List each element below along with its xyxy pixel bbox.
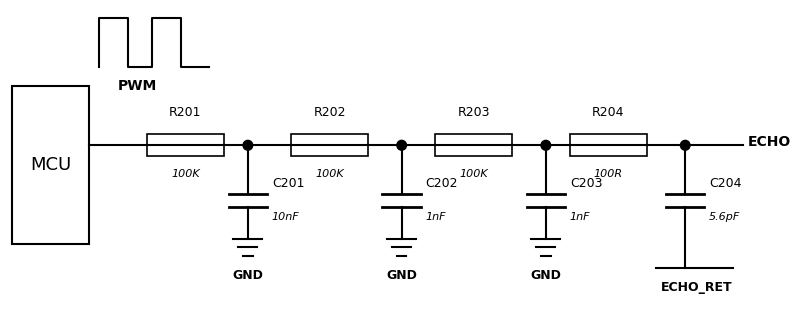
Text: 100K: 100K: [315, 169, 344, 179]
Text: 100R: 100R: [594, 169, 623, 179]
Text: GND: GND: [232, 269, 263, 282]
Circle shape: [681, 141, 690, 150]
Text: R201: R201: [169, 106, 202, 120]
Text: 5.6pF: 5.6pF: [709, 212, 741, 222]
Text: ECHO_RET: ECHO_RET: [662, 281, 733, 294]
Text: R203: R203: [457, 106, 490, 120]
Text: 100K: 100K: [171, 169, 200, 179]
Bar: [435, 134, 512, 156]
Text: 10nF: 10nF: [272, 212, 299, 222]
Text: C204: C204: [709, 176, 742, 190]
Text: 1nF: 1nF: [570, 212, 591, 222]
Bar: [13, 86, 89, 244]
Bar: [291, 134, 368, 156]
Text: C201: C201: [272, 176, 304, 190]
Text: C203: C203: [570, 176, 602, 190]
Text: GND: GND: [531, 269, 561, 282]
Bar: [147, 134, 224, 156]
Text: 100K: 100K: [460, 169, 488, 179]
Circle shape: [397, 141, 406, 150]
Text: PWM: PWM: [118, 79, 157, 93]
Text: 1nF: 1nF: [425, 212, 446, 222]
Circle shape: [243, 141, 253, 150]
Circle shape: [541, 141, 551, 150]
Text: ECHO: ECHO: [748, 135, 791, 149]
Bar: [570, 134, 646, 156]
Text: MCU: MCU: [30, 156, 72, 174]
Text: C202: C202: [425, 176, 458, 190]
Text: R202: R202: [314, 106, 346, 120]
Text: GND: GND: [386, 269, 417, 282]
Text: R204: R204: [592, 106, 625, 120]
